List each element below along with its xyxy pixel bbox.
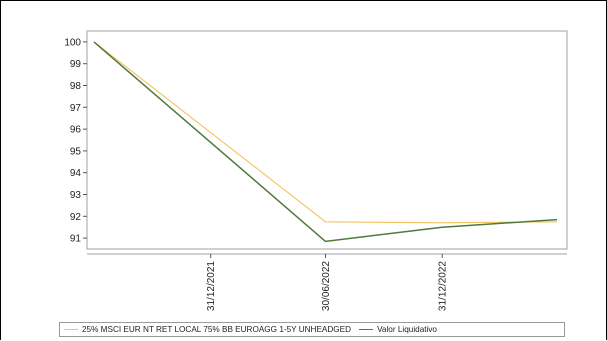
y-tick-label: 91 [70, 234, 82, 245]
y-tick-label: 99 [70, 59, 82, 70]
x-tick-label: 30/06/2022 [321, 261, 332, 311]
legend-label-benchmark: 25% MSCI EUR NT RET LOCAL 75% BB EUROAGG… [82, 325, 352, 334]
x-axis: 31/12/2021 30/06/2022 31/12/2022 [87, 253, 567, 311]
y-tick-label: 97 [70, 103, 82, 114]
x-tick-label: 31/12/2021 [206, 261, 217, 311]
x-tick-label: 31/12/2022 [438, 261, 449, 311]
y-tick-label: 94 [70, 168, 82, 179]
y-tick-label: 96 [70, 125, 82, 136]
y-axis: 91 92 93 94 95 96 97 98 99 100 [64, 37, 87, 245]
legend-swatch-benchmark [64, 329, 78, 330]
series-line-benchmark [93, 41, 558, 224]
y-tick-label: 93 [70, 190, 82, 201]
y-tick-label: 98 [70, 81, 82, 92]
legend-swatch-nav [359, 329, 374, 330]
line-chart: 91 92 93 94 95 96 97 98 99 100 31/12/2021 30/06/20… [64, 30, 568, 311]
series-line-nav [93, 41, 558, 243]
legend-label-nav: Valor Liquidativo [377, 325, 437, 334]
plot-area [86, 30, 568, 250]
chart-legend: 25% MSCI EUR NT RET LOCAL 75% BB EUROAGG… [59, 322, 565, 337]
y-tick-label: 92 [70, 212, 82, 223]
y-tick-label: 100 [64, 37, 81, 48]
y-tick-label: 95 [70, 146, 82, 157]
legend-entry-benchmark: 25% MSCI EUR NT RET LOCAL 75% BB EUROAGG… [64, 325, 351, 334]
legend-entry-nav: Valor Liquidativo [359, 325, 437, 334]
series-layer [93, 41, 558, 243]
